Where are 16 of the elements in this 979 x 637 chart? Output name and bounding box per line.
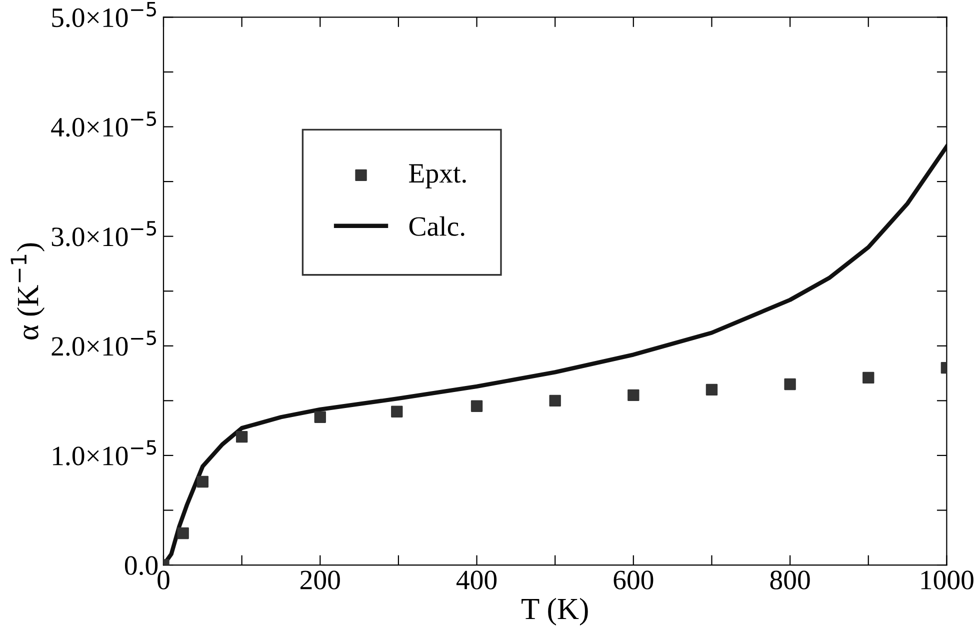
x-tick-label: 200	[300, 570, 340, 590]
y-tick-label: 2.0×10$^{−5}$	[52, 330, 156, 356]
x-axis-title: T (K)	[522, 598, 588, 626]
x-tick-label: 800	[770, 570, 810, 590]
y-tick-label: 1.0×10$^{−5}$	[53, 440, 156, 466]
x-tick-label: 1000	[921, 570, 974, 590]
legend-label: Calc.	[409, 216, 464, 236]
y-axis-title: α (K$^{−1}$)	[10, 243, 45, 340]
y-tick-label: 4.0×10$^{−5}$	[51, 112, 156, 137]
legend-label: Epxt.	[409, 164, 466, 188]
x-tick-label: 400	[456, 570, 497, 590]
x-tick-label: 0	[158, 570, 170, 590]
y-tick-label: 5.0×10$^{−5}$	[52, 2, 156, 28]
y-tick-label: 0.0	[124, 556, 158, 576]
y-tick-label: 3.0×10$^{−5}$	[52, 221, 156, 246]
x-tick-label: 600	[614, 570, 654, 590]
